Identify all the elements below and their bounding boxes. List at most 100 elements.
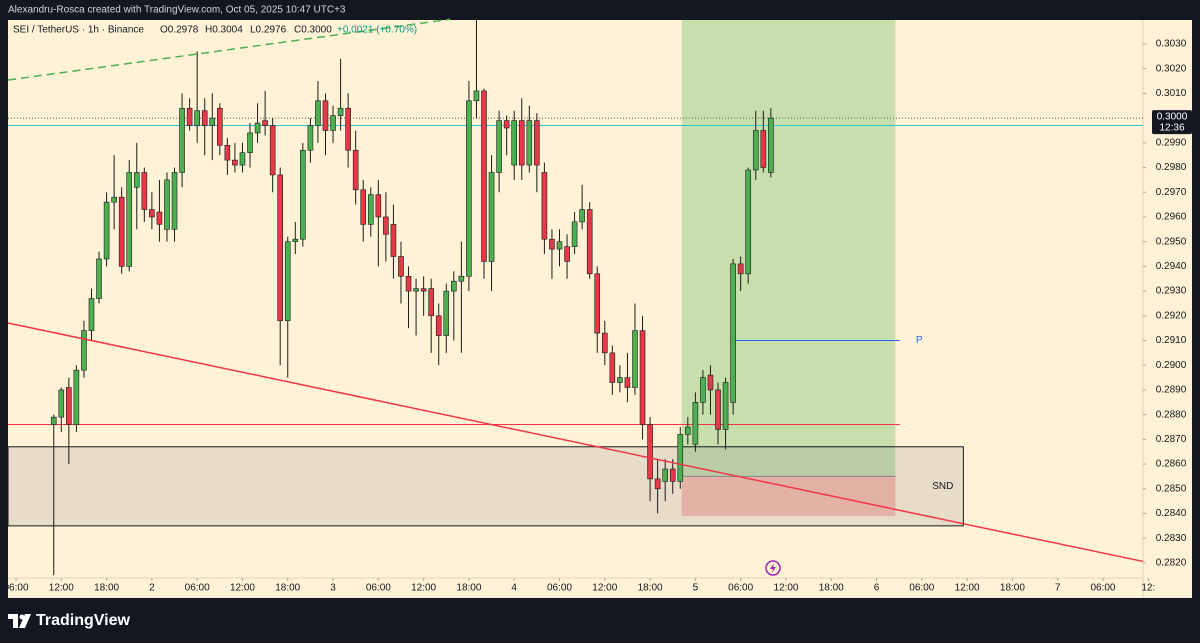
logo: TradingView [8, 612, 131, 629]
candle-body [586, 209, 593, 275]
event-icon-bolt [770, 563, 776, 573]
y-tick-label: 0.3010 [1156, 88, 1187, 99]
candle-body [556, 241, 563, 250]
candle-body [609, 352, 616, 383]
candle-body [496, 120, 502, 173]
p-label: P [916, 335, 923, 346]
x-tick-label: 3 [330, 583, 336, 594]
candle-body [224, 144, 231, 161]
last-price-label: 0.3000 [1157, 112, 1188, 123]
y-tick-label: 0.2860 [1156, 459, 1187, 470]
y-tick-label: 0.2830 [1156, 533, 1187, 544]
x-tick-label: 2 [149, 583, 155, 594]
candle-body [300, 149, 306, 240]
countdown-label: 12:36 [1159, 123, 1184, 134]
change: +0.0021 (+0.70%) [337, 25, 417, 36]
candle-body [103, 201, 110, 260]
candle-body [488, 172, 495, 262]
candle-body [330, 115, 336, 131]
candle-body [564, 246, 570, 262]
zone-label: SND [932, 481, 953, 492]
y-tick-label: 0.2820 [1156, 558, 1187, 569]
trend-line-up [7, 18, 451, 81]
y-tick-label: 0.2870 [1156, 434, 1187, 445]
candle-body [58, 389, 65, 418]
candle-body [413, 288, 419, 292]
candle-body [722, 382, 729, 430]
candle-body [345, 107, 351, 151]
candle-body [367, 194, 374, 225]
position-profit [681, 20, 896, 477]
candle-body [375, 194, 382, 218]
candle-body [639, 330, 646, 425]
candle-body [458, 275, 465, 282]
candle-body [360, 189, 367, 225]
candle-body [171, 172, 178, 230]
candle-body [390, 224, 397, 257]
event-icon[interactable] [765, 560, 781, 576]
candle-body [126, 172, 133, 267]
x-tick-label: 12: [1141, 583, 1155, 594]
candle-body [284, 241, 291, 322]
candle-body [262, 120, 268, 126]
candle-body [511, 120, 518, 166]
symbol: SEI / TetherUS · 1h · Binance [13, 25, 144, 36]
candle-body [398, 256, 404, 277]
candle-body [473, 90, 480, 102]
y-tick-label: 0.2970 [1156, 187, 1187, 198]
candle-body [50, 416, 57, 425]
x-tick-label: 12:00 [411, 583, 436, 594]
candle-body [186, 107, 193, 126]
position-loss [681, 476, 896, 516]
candle-body [307, 125, 314, 151]
x-tick-label: 12:00 [592, 583, 617, 594]
candle-body [669, 468, 676, 482]
candle-body [760, 130, 767, 168]
candle-body [481, 90, 487, 262]
close: C0.3000 [294, 25, 332, 36]
x-tick-label: 12:00 [955, 583, 980, 594]
candle-body [405, 275, 412, 292]
x-tick-label: 18:00 [94, 583, 119, 594]
plot: SND P 0.3030 0.3020 0.3010 0.2990 0.2980 0.2970… [3, 18, 1192, 594]
candle-body [768, 117, 774, 173]
y-tick-label: 0.2960 [1156, 212, 1187, 223]
candle-body [66, 387, 72, 425]
candle-body [730, 263, 736, 403]
x-tick-label: 6 [874, 583, 880, 594]
x-tick-label: 18:00 [1000, 583, 1025, 594]
candle-body [594, 273, 601, 334]
candle-body [352, 149, 359, 191]
candle-body [745, 169, 752, 275]
x-tick-label: 5 [693, 583, 699, 594]
candle-body [164, 179, 170, 230]
y-tick-label: 0.2880 [1156, 409, 1187, 420]
candle-body [269, 125, 276, 176]
candle-body [209, 117, 216, 126]
candle-body [677, 434, 684, 482]
candle-body [292, 238, 299, 242]
candle-body [141, 172, 148, 210]
y-tick-label: 0.2900 [1156, 360, 1187, 371]
x-tick-label: 06:00 [3, 583, 28, 594]
candle-body [685, 426, 691, 435]
symbol-legend: SEI / TetherUS · 1h · Binance O0.2978 H0… [13, 25, 417, 36]
candle-body [624, 377, 631, 388]
x-tick-label: 4 [511, 583, 517, 594]
candle-body [451, 280, 457, 292]
high: H0.3004 [205, 25, 243, 36]
candle-body [662, 468, 668, 482]
x-tick-label: 06:00 [366, 583, 391, 594]
supply-demand-zone [7, 446, 964, 527]
y-tick-label: 0.3020 [1156, 63, 1187, 74]
candle-body [534, 120, 540, 166]
candle-body [700, 377, 706, 403]
candle-body [632, 330, 638, 388]
credit: Alexandru-Rosca created with TradingView… [8, 5, 346, 16]
y-tick-label: 0.2840 [1156, 508, 1187, 519]
candle-body [428, 288, 434, 317]
candle-body [232, 159, 238, 166]
candle-body [526, 120, 533, 166]
candle-body [518, 120, 525, 166]
